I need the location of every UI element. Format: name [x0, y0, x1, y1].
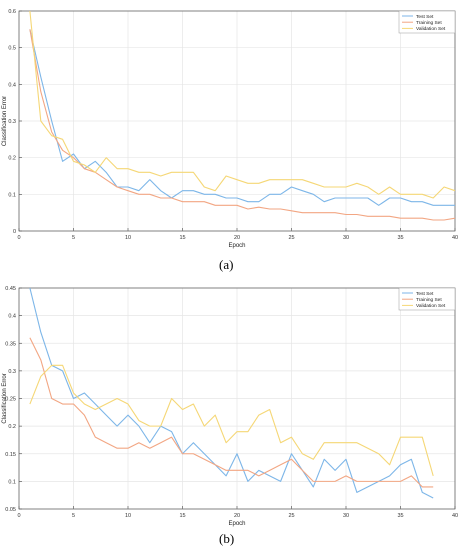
x-tick-label: 30: [343, 513, 349, 519]
x-tick-label: 15: [179, 235, 185, 241]
x-tick-label: 25: [288, 513, 294, 519]
chart-panel-2: 0 5 10 15 20 25 30 35 40 0.05 0.1 0.15 0.2 0.25 0.3 0.3…: [2, 286, 458, 527]
y-axis-label: Classification Error: [2, 96, 8, 146]
x-tick-label: 20: [234, 513, 240, 519]
series-line-validation-set: [29, 364, 434, 476]
legend-label: Validation Set: [416, 303, 446, 309]
chart-panel-1: 0 5 10 15 20 25 30 35 40 0 0.1 0.2 0.3 0.4 0.5 0.6 Epoch…: [2, 9, 458, 249]
legend-label: Validation Set: [416, 26, 446, 32]
y-tick-label: 0.4: [8, 314, 16, 320]
y-tick-label: 0.45: [5, 286, 16, 292]
y-tick-label: 0.2: [8, 424, 16, 430]
y-tick-label: 0.2: [8, 156, 16, 162]
y-axis-label: Classification Error: [2, 373, 8, 423]
y-tick-label: 0.5: [8, 46, 16, 52]
x-tick-label: 15: [179, 513, 185, 519]
x-tick-label: 40: [452, 235, 458, 241]
y-tick-label: 0.05: [5, 507, 16, 513]
y-tick-label: 0.35: [5, 341, 16, 347]
panel-label-b: (b): [219, 531, 235, 546]
x-axis-label: Epoch: [228, 243, 245, 249]
x-tick-label: 35: [397, 235, 403, 241]
y-tick-label: 0.15: [5, 452, 16, 458]
legend-label: Test Set: [416, 14, 434, 20]
x-tick-label: 5: [72, 235, 75, 241]
plot-frame: [18, 10, 456, 232]
series-line-validation-set: [29, 10, 456, 199]
x-tick-label: 30: [343, 235, 349, 241]
x-tick-label: 10: [125, 513, 131, 519]
x-tick-label: 0: [17, 235, 20, 241]
x-tick-label: 35: [397, 513, 403, 519]
y-tick-label: 0.1: [8, 192, 16, 198]
x-axis-label: Epoch: [228, 521, 245, 527]
y-tick-label: 0.4: [8, 82, 16, 88]
legend-label: Test Set: [416, 291, 434, 297]
x-tick-label: 40: [452, 513, 458, 519]
series-line-test-set: [29, 29, 455, 206]
y-tick-label: 0.25: [5, 397, 16, 403]
series-line-test-set: [29, 287, 434, 499]
legend-label: Training Set: [416, 297, 442, 303]
series-line-training-set: [29, 337, 434, 488]
x-tick-label: 25: [288, 235, 294, 241]
y-tick-label: 0.3: [8, 119, 16, 125]
plot-frame: [18, 287, 456, 510]
x-tick-label: 0: [17, 513, 20, 519]
panel-label-a: (a): [219, 257, 234, 272]
x-tick-label: 5: [72, 513, 75, 519]
y-tick-label: 0: [13, 229, 16, 235]
y-tick-label: 0.6: [8, 9, 16, 15]
x-tick-label: 10: [125, 235, 131, 241]
x-tick-label: 20: [234, 235, 240, 241]
y-tick-label: 0.3: [8, 369, 16, 375]
y-tick-label: 0.1: [8, 479, 16, 485]
legend-label: Training Set: [416, 20, 442, 26]
series-line-training-set: [29, 29, 456, 221]
